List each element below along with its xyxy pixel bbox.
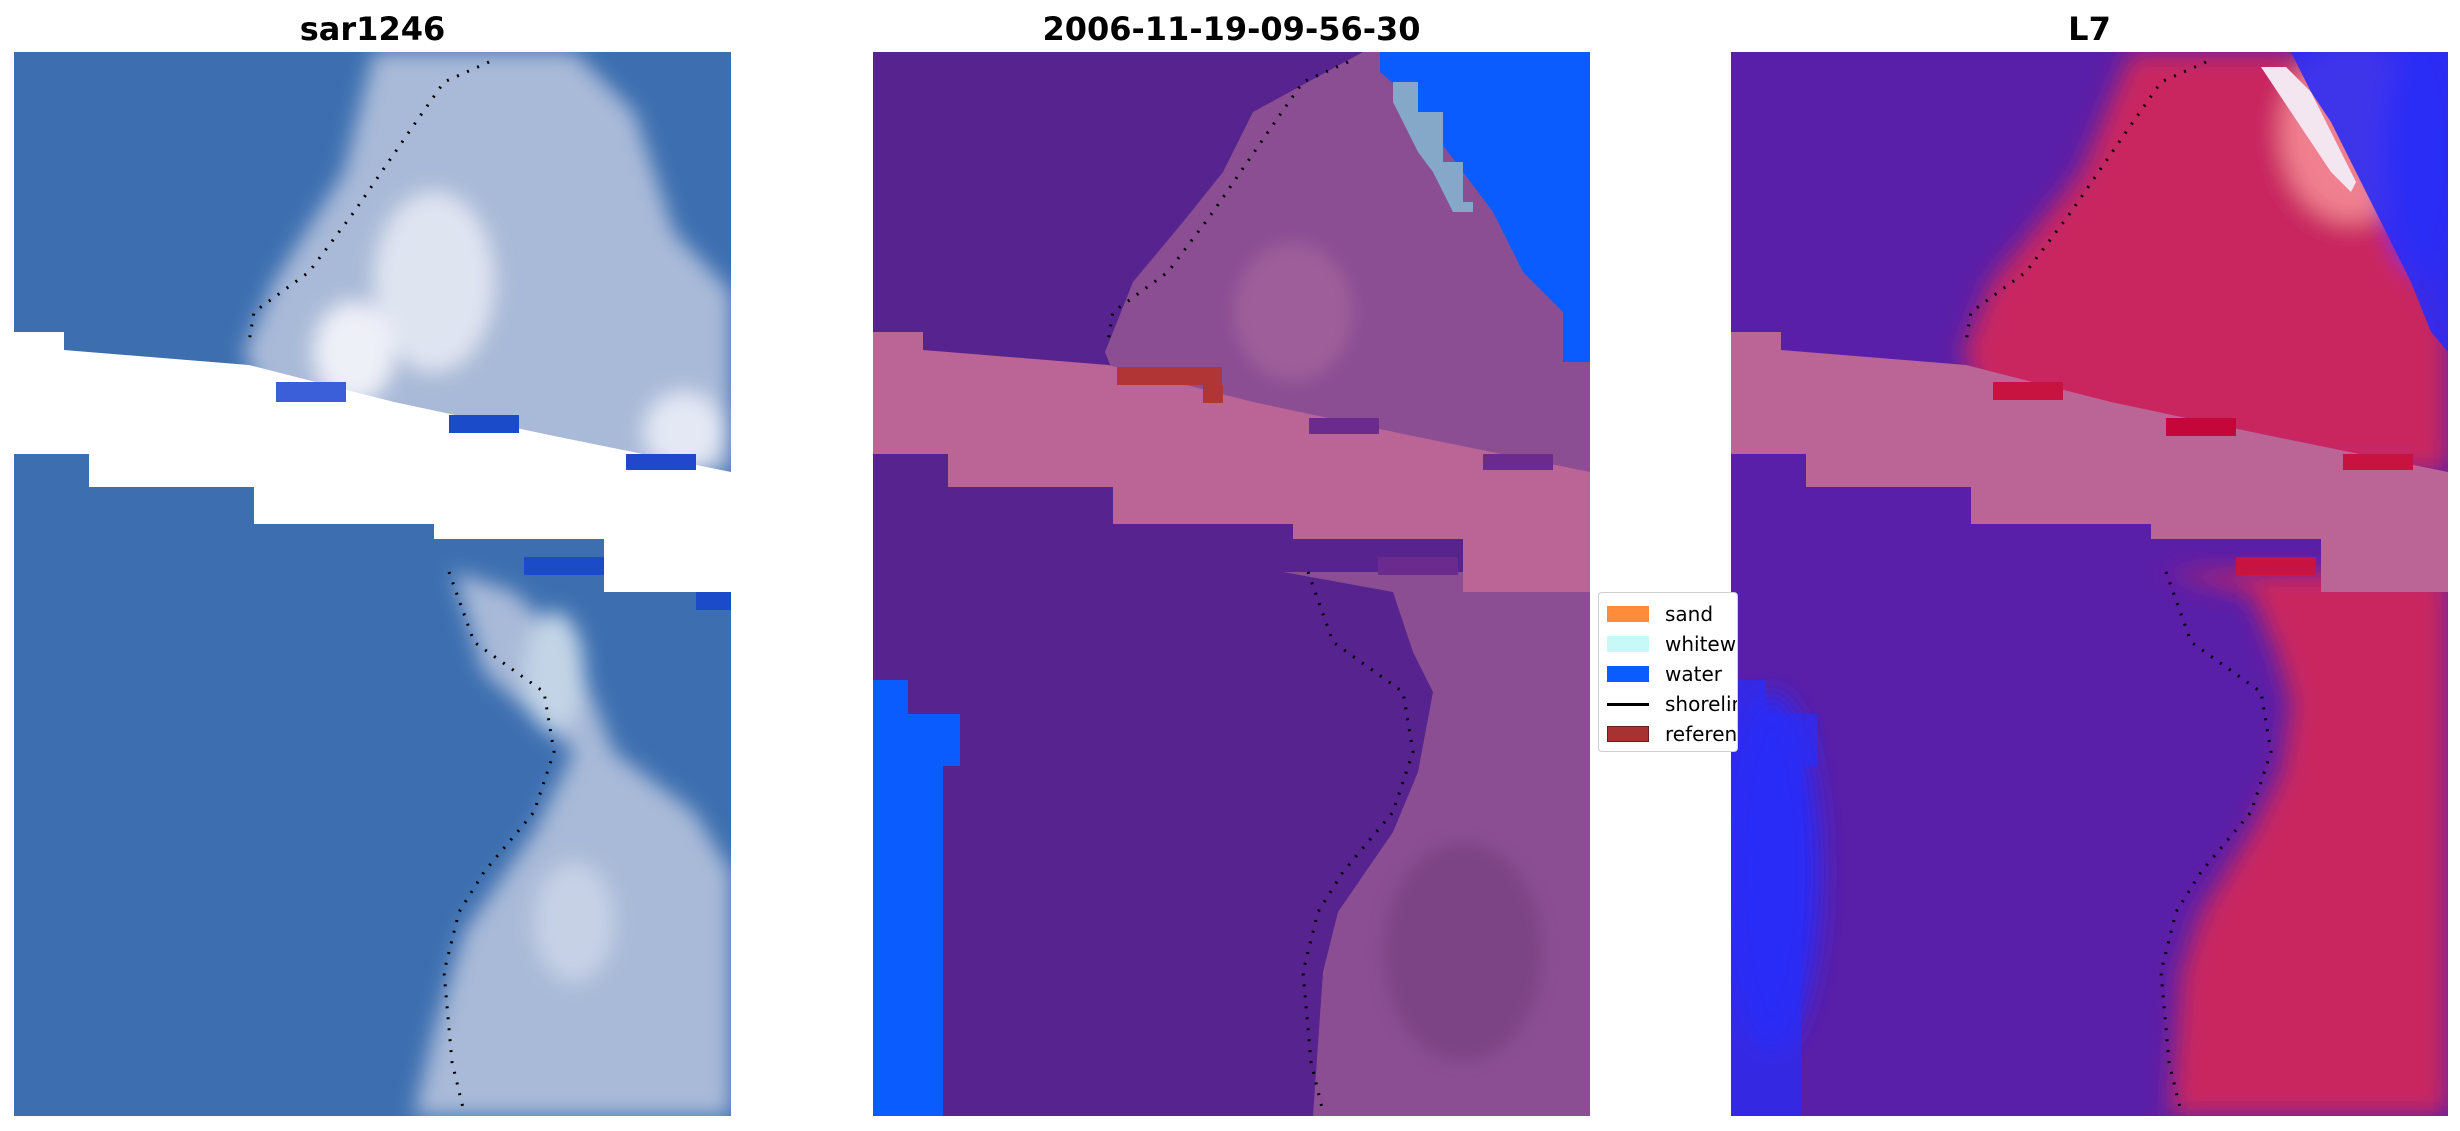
legend-label-shoreline: shoreline <box>1665 692 1737 716</box>
nodata-strip <box>14 332 731 592</box>
water-swatch <box>1607 666 1649 682</box>
sand-swatch <box>1607 606 1649 622</box>
deep-water-pixel <box>449 415 519 433</box>
rgb-image-panel <box>14 52 731 1116</box>
nir-image-panel <box>1731 52 2448 1116</box>
reference-class <box>1203 385 1223 403</box>
red-pixels <box>1993 382 2063 400</box>
legend-item-whitewater: whitewater <box>1607 631 1737 657</box>
reference-class <box>1117 367 1222 385</box>
deep-water-pixel <box>524 557 604 575</box>
legend-label-sand: sand <box>1665 602 1714 626</box>
panel-title-l7: L7 <box>2068 10 2111 48</box>
deep-water-pixel <box>276 382 346 402</box>
legend-label-reference: reference <box>1665 722 1738 746</box>
deep-water-pixel <box>626 454 696 470</box>
whitewater-swatch <box>1607 636 1649 652</box>
legend-label-whitewater: whitewater <box>1665 632 1737 656</box>
red-pixels <box>2343 454 2413 470</box>
classification-panel <box>873 52 1590 1116</box>
red-pixels <box>2236 557 2316 575</box>
cloud-overlay-strip <box>873 332 1590 592</box>
dark-pixels <box>1309 418 1379 434</box>
cloud-overlay-strip <box>1731 332 2448 592</box>
water-ne <box>2291 52 2448 352</box>
surf-zone <box>244 52 731 1116</box>
water-sw <box>1731 680 1818 1116</box>
panel-title-date: 2006-11-19-09-56-30 <box>1042 10 1421 48</box>
legend: sand whitewater water shoreline referenc… <box>1598 592 1738 752</box>
water-class-sw <box>873 680 960 1116</box>
dark-pixels <box>1378 557 1458 575</box>
legend-item-reference: reference <box>1607 721 1738 747</box>
legend-item-sand: sand <box>1607 601 1737 627</box>
dark-pixels <box>1483 454 1553 470</box>
panel-title-sar1246: sar1246 <box>299 10 446 48</box>
legend-label-water: water <box>1665 662 1722 686</box>
whitewater <box>2261 67 2356 192</box>
legend-item-shoreline: shoreline <box>1607 691 1737 717</box>
legend-item-water: water <box>1607 661 1737 687</box>
reference-swatch <box>1607 726 1649 742</box>
whitewater-class <box>1393 82 1473 212</box>
red-pixels <box>2166 418 2236 436</box>
land-south <box>2161 572 2448 1116</box>
deep-water-pixel <box>696 592 731 610</box>
shoreline-swatch <box>1607 703 1649 706</box>
